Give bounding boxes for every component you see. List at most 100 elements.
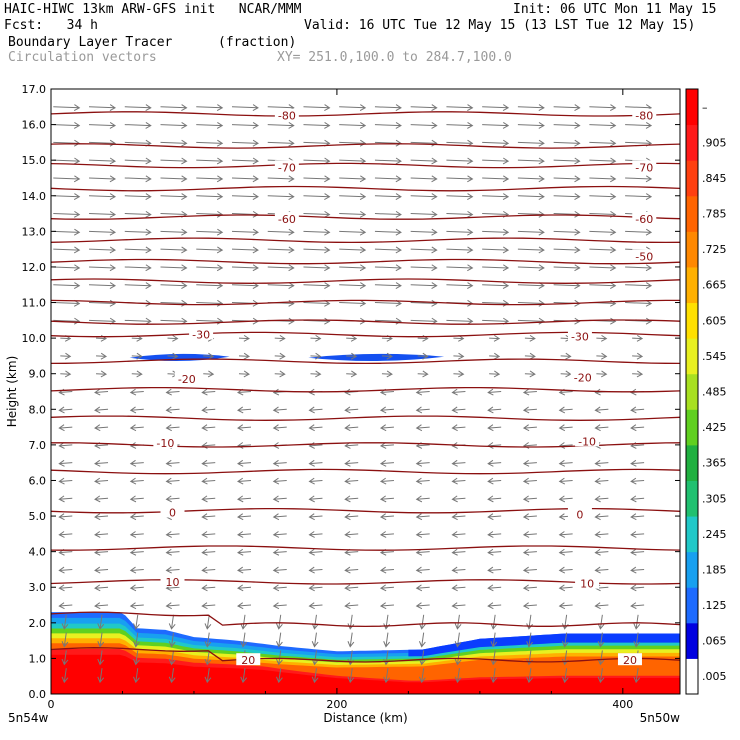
vector-arrow xyxy=(165,388,180,396)
vector-arrow xyxy=(89,121,117,129)
vector-arrow xyxy=(490,614,498,630)
vector-arrow xyxy=(553,139,581,147)
vector-arrow xyxy=(451,477,466,485)
tracer-band xyxy=(51,654,680,694)
vector-arrow xyxy=(165,477,180,485)
y-tick-label: 4.0 xyxy=(29,546,47,559)
vector-arrow xyxy=(308,459,323,467)
vector-arrow xyxy=(53,193,81,201)
vector-arrow xyxy=(553,121,581,129)
contour-label: 20 xyxy=(623,654,637,667)
vector-arrow xyxy=(308,566,323,574)
contour-line xyxy=(50,185,681,192)
vector-arrow xyxy=(632,352,644,360)
vector-arrow xyxy=(410,210,438,218)
vector-arrow xyxy=(124,317,152,325)
contour-label-bg xyxy=(575,434,600,447)
vector-arrow xyxy=(58,513,73,521)
vector-arrow xyxy=(517,121,545,129)
vector-arrow xyxy=(625,264,653,272)
vector-arrow xyxy=(129,531,144,538)
vector-arrow xyxy=(124,246,152,254)
vector-arrow xyxy=(553,104,581,112)
vector-arrow xyxy=(594,513,609,521)
vector-arrow xyxy=(204,668,212,684)
vector-arrow xyxy=(374,246,402,254)
contour-label-bg xyxy=(236,653,261,666)
vector-arrow xyxy=(58,424,73,432)
vector-arrow xyxy=(487,459,502,467)
vector-arrow xyxy=(204,614,212,630)
vector-arrow xyxy=(267,246,295,254)
vector-arrow xyxy=(129,388,144,396)
vector-arrow xyxy=(237,406,252,414)
contour-line xyxy=(50,162,681,169)
vector-arrow xyxy=(526,668,533,684)
vector-arrow xyxy=(129,548,144,556)
vector-arrow xyxy=(129,406,144,414)
vector-arrow xyxy=(129,477,144,485)
vector-arrow xyxy=(129,495,144,503)
vector-arrow xyxy=(276,650,283,666)
vector-arrow xyxy=(410,228,438,236)
vector-arrow xyxy=(594,406,609,414)
colorbar-segment xyxy=(686,480,698,517)
vector-arrow xyxy=(517,193,545,201)
vector-arrow xyxy=(589,282,617,289)
vector-arrow xyxy=(201,566,216,574)
vector-arrow xyxy=(553,157,581,165)
vector-arrow xyxy=(89,175,117,183)
vector-arrow xyxy=(490,668,498,684)
vector-arrow xyxy=(344,459,359,467)
vector-arrow xyxy=(237,513,252,521)
vector-arrow xyxy=(490,650,498,666)
vector-arrow xyxy=(203,352,215,360)
vector-arrow xyxy=(94,602,109,610)
vector-arrow xyxy=(303,210,331,218)
contour-label: -60 xyxy=(278,213,296,226)
vector-arrow xyxy=(237,566,252,574)
vector-arrow xyxy=(160,104,188,112)
vector-arrow xyxy=(267,139,295,147)
contour-line xyxy=(50,358,681,365)
colorbar-segment xyxy=(686,587,698,624)
header-model-title: HAIC-HIWC 13km ARW-GFS init NCAR/MMM xyxy=(4,2,302,17)
vector-arrow xyxy=(558,459,573,467)
vector-arrow xyxy=(310,370,322,378)
vector-arrow xyxy=(558,406,573,414)
vector-arrow xyxy=(451,602,466,610)
vector-arrow xyxy=(383,614,391,630)
vector-arrow xyxy=(53,175,81,183)
colorbar-frame xyxy=(685,88,699,695)
vector-arrow xyxy=(303,121,331,129)
vector-arrow xyxy=(231,193,259,201)
contour-label: -50 xyxy=(635,250,653,263)
vector-arrow xyxy=(589,104,617,112)
vector-arrow xyxy=(415,424,430,432)
vector-arrow xyxy=(446,193,474,201)
contour-label: -60 xyxy=(635,213,653,226)
vector-arrow xyxy=(272,495,287,503)
vector-arrow xyxy=(482,193,510,201)
vector-arrow xyxy=(308,495,323,503)
y-tick-label: 1.0 xyxy=(29,652,47,665)
contour-label: -80 xyxy=(635,110,653,123)
y-tick-label: 11.0 xyxy=(22,297,47,310)
vector-arrow xyxy=(589,317,617,325)
vector-arrow xyxy=(272,513,287,521)
vector-arrow xyxy=(344,495,359,503)
y-tick-label: 13.0 xyxy=(22,225,47,238)
contour-label-bg xyxy=(632,249,657,262)
vector-arrow xyxy=(196,228,224,236)
contour-label: 10 xyxy=(580,578,594,591)
vector-arrow xyxy=(201,459,216,467)
vector-arrow xyxy=(310,334,322,342)
vector-arrow xyxy=(558,531,573,538)
vector-arrow xyxy=(165,459,180,467)
vector-arrow xyxy=(482,139,510,147)
contour-line xyxy=(50,319,681,325)
vector-arrow xyxy=(272,477,287,485)
vector-arrow xyxy=(267,193,295,201)
vector-arrow xyxy=(231,228,259,236)
vector-arrow xyxy=(133,668,140,684)
